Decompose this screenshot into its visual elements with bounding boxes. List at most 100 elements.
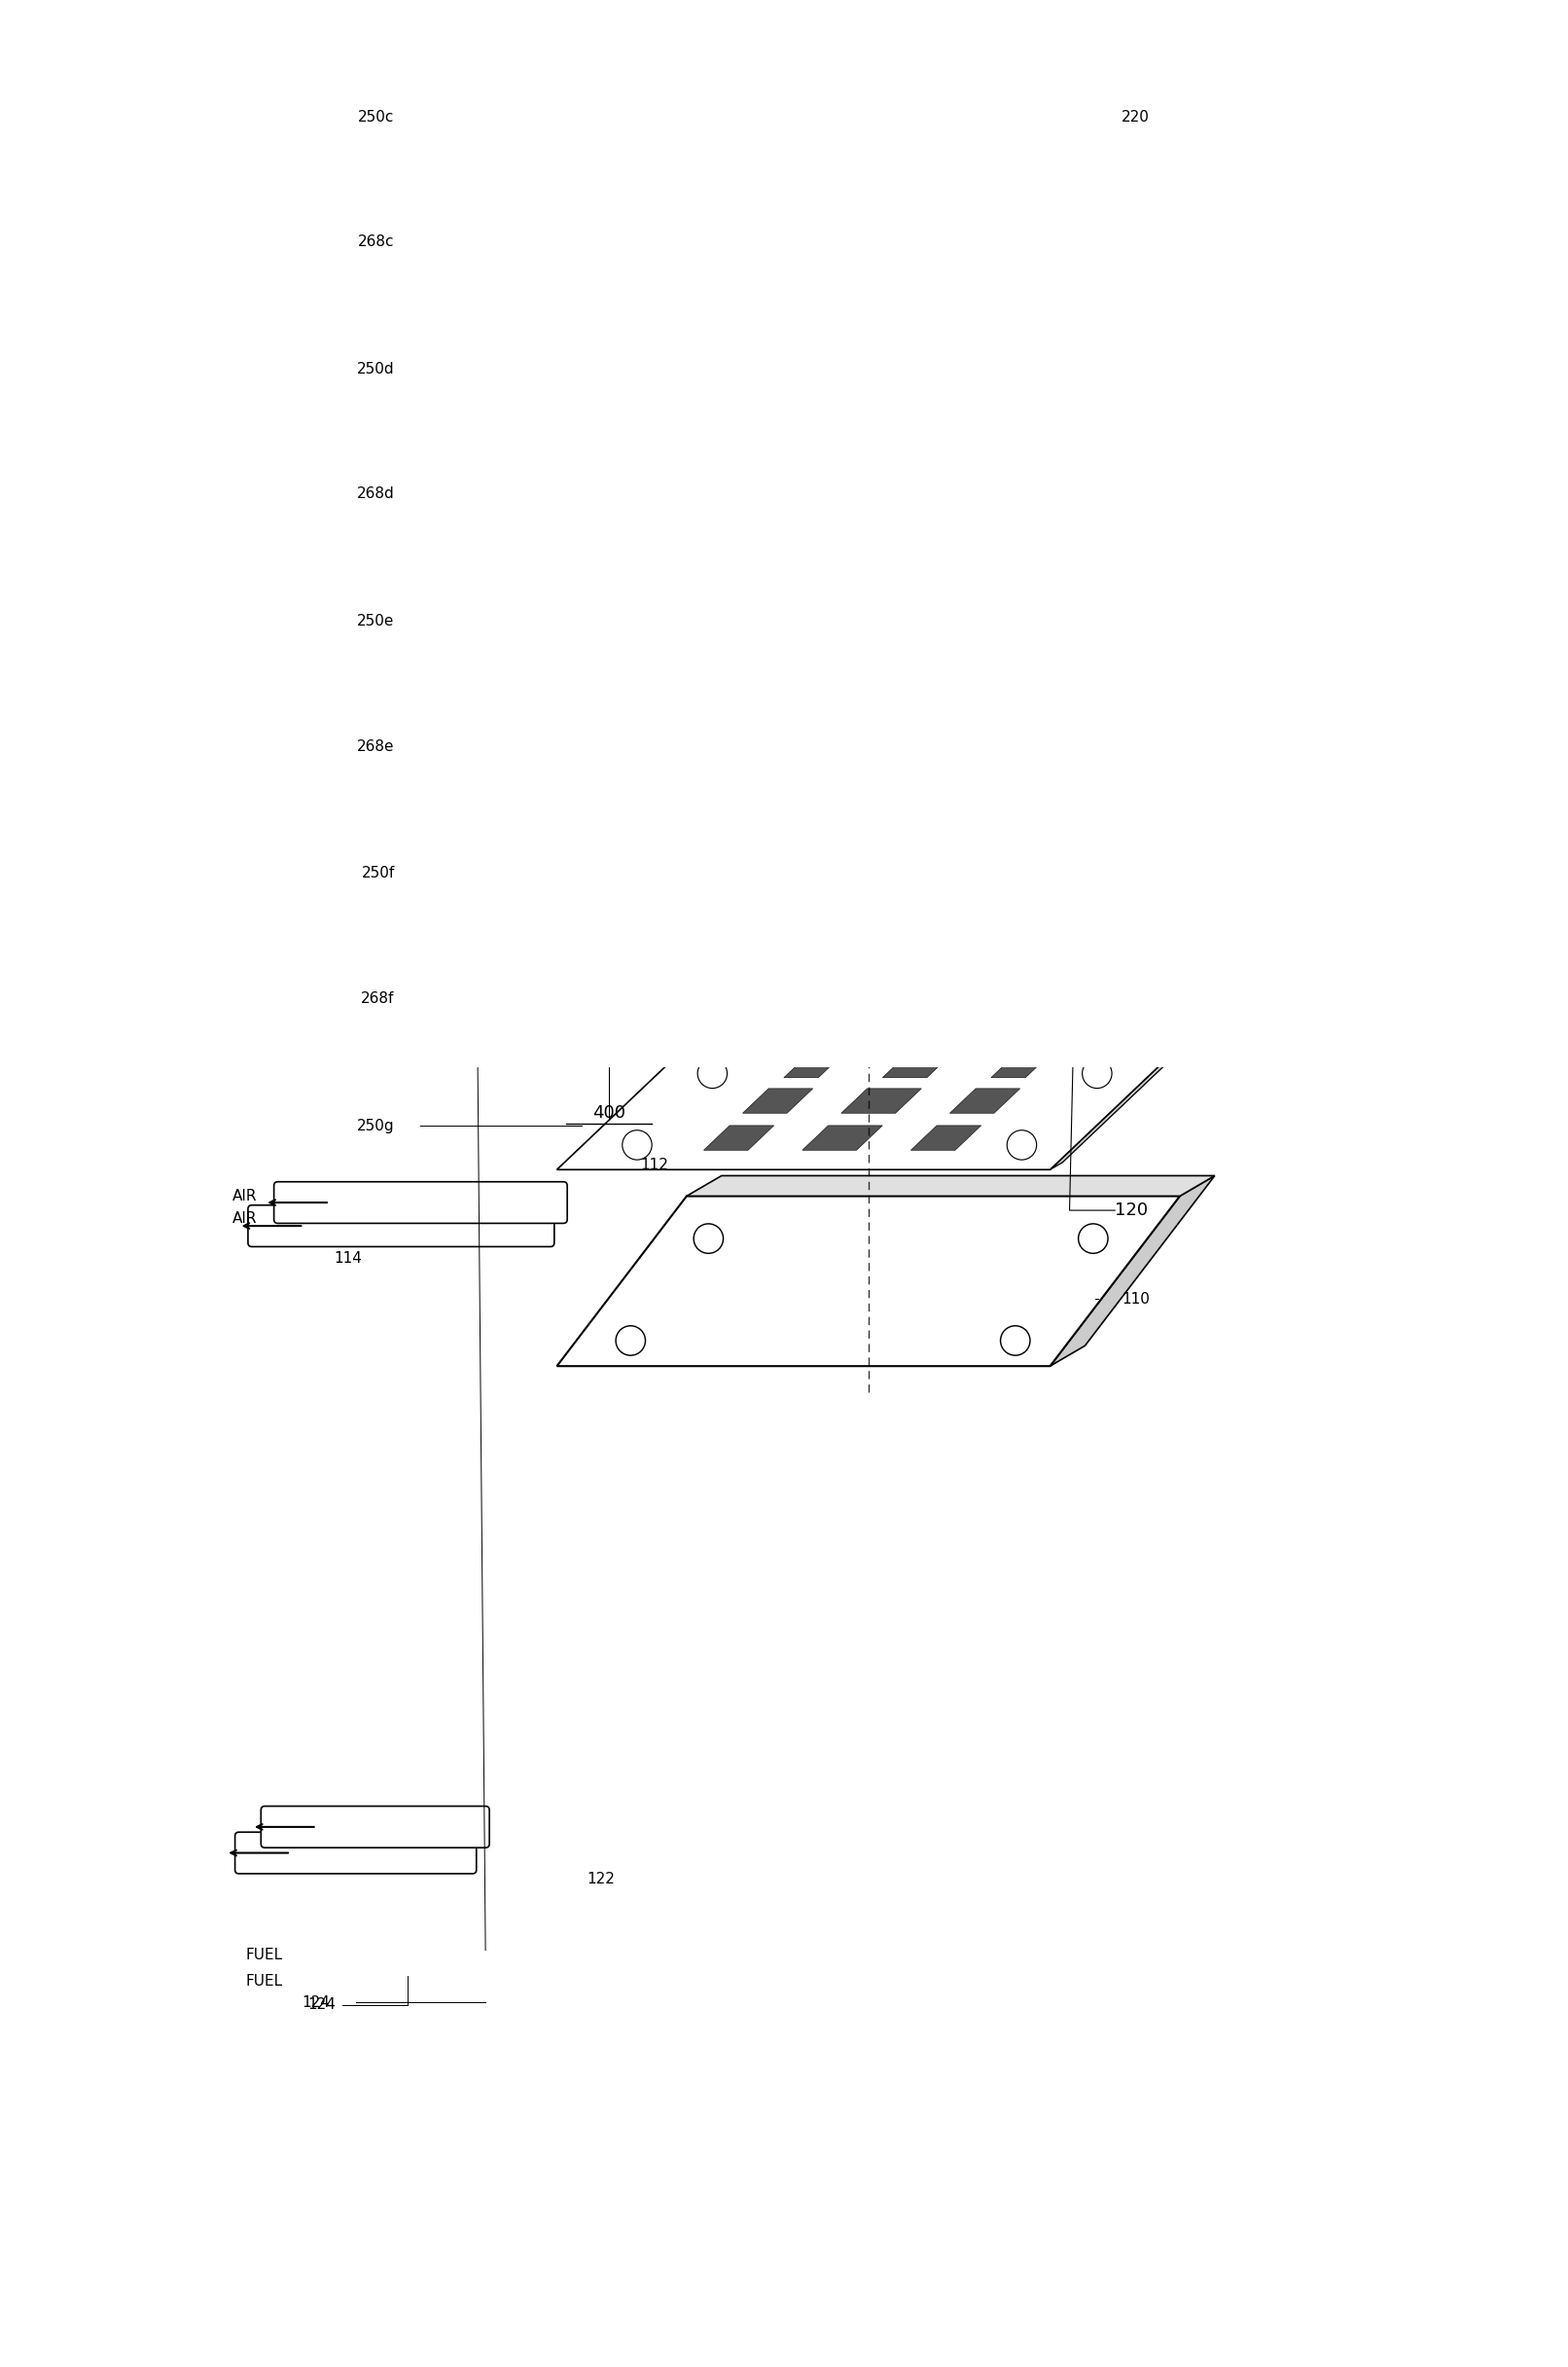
Polygon shape [950, 585, 1021, 608]
Polygon shape [911, 620, 982, 646]
FancyBboxPatch shape [235, 1832, 477, 1875]
Polygon shape [704, 1127, 775, 1150]
Polygon shape [911, 116, 982, 142]
Polygon shape [687, 925, 1187, 930]
Text: 220: 220 [1121, 109, 1149, 123]
FancyBboxPatch shape [274, 1181, 568, 1224]
Text: 250e: 250e [358, 613, 395, 630]
Polygon shape [687, 282, 1192, 289]
Polygon shape [950, 836, 1021, 862]
Polygon shape [1051, 672, 1187, 779]
Polygon shape [911, 873, 982, 897]
Polygon shape [784, 1058, 839, 1077]
Polygon shape [911, 369, 982, 393]
Text: 124: 124 [309, 1998, 336, 2012]
Polygon shape [883, 805, 947, 826]
Polygon shape [687, 1039, 1192, 1046]
Polygon shape [803, 369, 883, 393]
Polygon shape [557, 289, 1179, 412]
Circle shape [693, 1224, 723, 1255]
Polygon shape [557, 0, 1179, 24]
Polygon shape [1051, 0, 1187, 24]
Polygon shape [842, 331, 922, 357]
Polygon shape [991, 1058, 1046, 1077]
Polygon shape [743, 585, 812, 608]
Polygon shape [803, 116, 883, 142]
Polygon shape [557, 173, 1179, 275]
Text: 124: 124 [301, 1995, 329, 2010]
Polygon shape [991, 301, 1046, 322]
Circle shape [1007, 1129, 1036, 1160]
Polygon shape [784, 554, 839, 573]
Circle shape [622, 374, 652, 402]
Polygon shape [687, 786, 1192, 793]
Circle shape [1082, 554, 1112, 585]
Polygon shape [743, 331, 812, 357]
Text: 250d: 250d [358, 362, 395, 376]
Polygon shape [842, 836, 922, 862]
Polygon shape [704, 369, 775, 393]
Text: 120: 120 [1115, 1202, 1148, 1219]
Polygon shape [883, 301, 947, 322]
Text: 268f: 268f [361, 992, 395, 1006]
Polygon shape [883, 50, 947, 69]
Polygon shape [557, 677, 1179, 779]
Polygon shape [557, 38, 1179, 161]
Polygon shape [842, 585, 922, 608]
Polygon shape [842, 1089, 922, 1112]
Circle shape [622, 1129, 652, 1160]
Circle shape [1079, 1224, 1109, 1255]
Polygon shape [1051, 786, 1192, 918]
Text: AIR: AIR [232, 1212, 257, 1226]
Text: 250c: 250c [358, 109, 395, 123]
Polygon shape [1051, 1176, 1215, 1366]
Polygon shape [991, 50, 1046, 69]
Polygon shape [842, 80, 922, 104]
Text: 250g: 250g [358, 1120, 395, 1134]
Polygon shape [883, 1058, 947, 1077]
Circle shape [616, 1326, 646, 1356]
Circle shape [698, 807, 728, 836]
Polygon shape [803, 620, 883, 646]
Text: 114: 114 [334, 1252, 362, 1266]
Circle shape [1007, 625, 1036, 656]
Polygon shape [1051, 282, 1192, 412]
Polygon shape [704, 116, 775, 142]
Text: 268d: 268d [358, 488, 395, 502]
Polygon shape [803, 873, 883, 897]
Polygon shape [687, 1176, 1215, 1195]
Text: FUEL: FUEL [245, 1948, 282, 1962]
Polygon shape [911, 1127, 982, 1150]
Polygon shape [950, 331, 1021, 357]
Polygon shape [687, 672, 1187, 677]
Polygon shape [704, 873, 775, 897]
Polygon shape [883, 554, 947, 573]
Polygon shape [557, 1195, 1179, 1366]
Polygon shape [1051, 1039, 1192, 1169]
Circle shape [698, 303, 728, 331]
Text: FUEL: FUEL [245, 1974, 282, 1988]
Polygon shape [557, 542, 1179, 665]
Polygon shape [784, 50, 839, 69]
Circle shape [1082, 1058, 1112, 1089]
Polygon shape [557, 793, 1179, 918]
FancyBboxPatch shape [248, 1205, 554, 1247]
Text: 250f: 250f [361, 866, 395, 881]
Circle shape [1007, 374, 1036, 402]
Text: 400: 400 [593, 1105, 626, 1122]
Text: AIR: AIR [232, 1188, 257, 1202]
Polygon shape [991, 805, 1046, 826]
Polygon shape [1051, 535, 1192, 665]
Polygon shape [784, 805, 839, 826]
Circle shape [622, 625, 652, 656]
Polygon shape [743, 80, 812, 104]
Polygon shape [743, 836, 812, 862]
Circle shape [1000, 1326, 1030, 1356]
Polygon shape [950, 80, 1021, 104]
Text: 268e: 268e [358, 739, 395, 753]
Circle shape [698, 1058, 728, 1089]
Polygon shape [557, 1046, 1179, 1169]
Polygon shape [1051, 925, 1187, 1032]
Polygon shape [1051, 168, 1187, 275]
Polygon shape [1051, 421, 1187, 528]
